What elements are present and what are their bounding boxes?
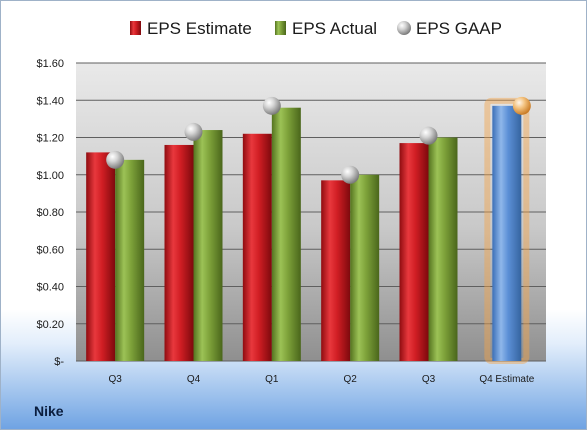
- x-tick-label: Q2: [343, 374, 357, 385]
- legend-label-eps-actual: EPS Actual: [292, 19, 377, 38]
- bar-eps-estimate: [242, 133, 272, 361]
- grid-lines: [76, 62, 546, 362]
- bar-eps-estimate: [399, 143, 429, 361]
- legend-item-eps-actual: EPS Actual: [275, 19, 377, 38]
- x-axis: Q3 Q4 Q1 Q2 Q3 Q4 Estimate: [108, 374, 534, 385]
- legend-item-eps-estimate: EPS Estimate: [130, 19, 252, 38]
- bar-eps-actual: [271, 107, 301, 361]
- y-tick-label: $1.60: [36, 58, 64, 70]
- y-tick-label: $0.40: [36, 282, 64, 294]
- point-eps-gaap: [341, 165, 360, 184]
- company-name: Nike: [34, 403, 64, 419]
- x-tick-label: Q4 Estimate: [479, 374, 534, 385]
- y-tick-label: $0.20: [36, 319, 64, 331]
- legend-swatch-eps-actual: [275, 21, 286, 35]
- bars: [86, 96, 531, 365]
- x-tick-label: Q1: [265, 374, 279, 385]
- point-eps-gaap: [262, 96, 281, 115]
- x-tick-label: Q3: [108, 374, 122, 385]
- point-eps-gaap: [512, 96, 531, 115]
- bar-eps-actual: [115, 159, 145, 361]
- y-tick-label: $1.00: [36, 170, 64, 182]
- y-tick-label: $1.40: [36, 95, 64, 107]
- point-eps-gaap: [184, 122, 203, 141]
- bar-eps-estimate: [86, 152, 116, 361]
- y-tick-label: $-: [54, 356, 64, 368]
- legend: EPS Estimate EPS Actual EPS GAAP: [130, 19, 502, 38]
- x-tick-label: Q4: [187, 374, 201, 385]
- y-tick-label: $0.60: [36, 244, 64, 256]
- legend-label-eps-gaap: EPS GAAP: [416, 19, 502, 38]
- x-tick-label: Q3: [422, 374, 436, 385]
- y-axis: $- $0.20 $0.40 $0.60 $0.80 $1.00 $1.20 $1.40 $1.…: [36, 58, 64, 368]
- y-tick-label: $0.80: [36, 207, 64, 219]
- bar-eps-actual: [428, 137, 458, 361]
- bar-eps-estimate: [164, 144, 194, 361]
- y-tick-label: $1.20: [36, 133, 64, 145]
- bar-eps-actual: [193, 130, 223, 361]
- bar-eps-actual: [350, 174, 380, 361]
- bar-eps-estimate-q4: [492, 105, 522, 362]
- legend-swatch-eps-estimate: [130, 21, 141, 35]
- bar-eps-estimate: [321, 180, 351, 361]
- legend-label-eps-estimate: EPS Estimate: [147, 19, 252, 38]
- legend-item-eps-gaap: EPS GAAP: [397, 19, 502, 38]
- point-eps-gaap: [419, 126, 438, 145]
- legend-marker-eps-gaap: [397, 21, 411, 35]
- point-eps-gaap: [106, 150, 125, 169]
